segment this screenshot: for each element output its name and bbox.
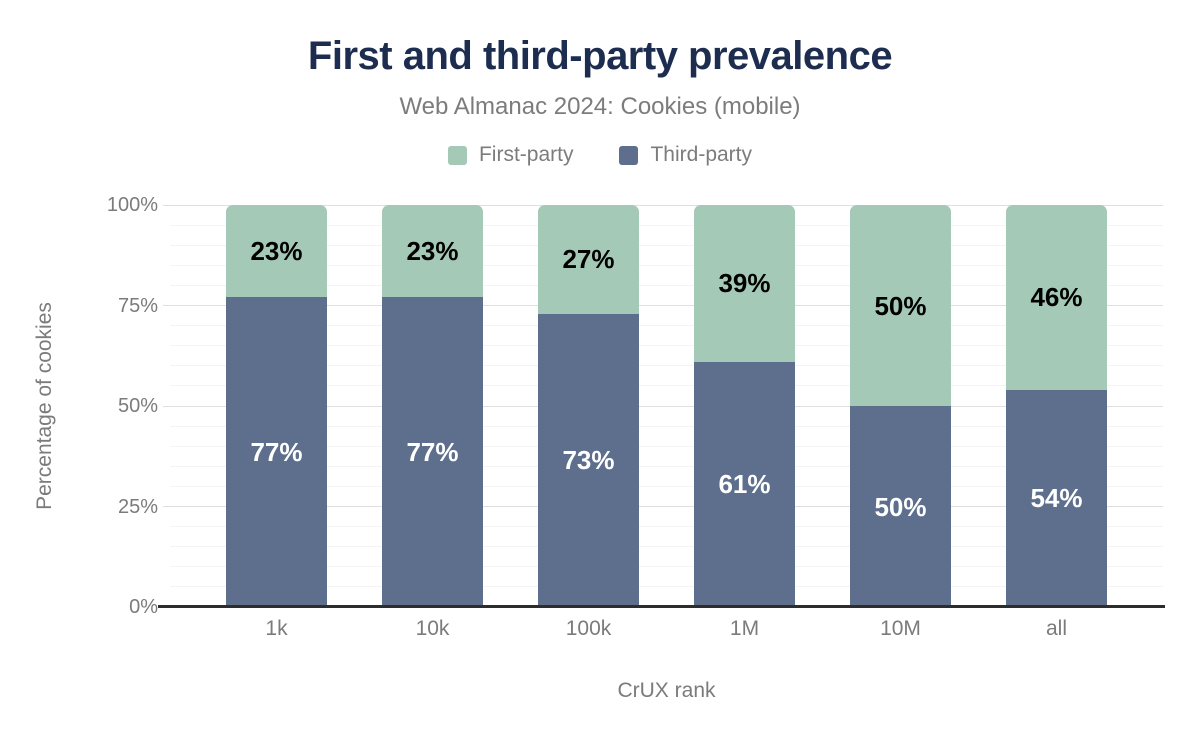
chart-subtitle: Web Almanac 2024: Cookies (mobile) [399,93,801,120]
x-tick-label-10m: 10M [880,617,921,640]
y-tick-label-25: 25% [117,495,158,518]
minor-gridline [170,526,1163,528]
x-tick-label-100k: 100k [565,617,612,640]
x-tick-label-1k: 1k [265,617,288,640]
segment-third-party-all: 54% [1006,389,1107,607]
minor-gridline [170,425,1163,427]
x-tick-label-1m: 1M [729,617,760,640]
minor-gridline [170,244,1163,246]
y-tick-label-100: 100% [106,194,158,216]
segment-value-label: 54% [1030,483,1083,514]
x-tick-labels: 1k 10k 100k 1M 10M all [170,617,1163,641]
segment-value-label: 77% [406,437,459,468]
x-axis-title: CrUX rank [617,679,716,702]
gridlines [163,204,1163,607]
bar-all: 46% 54% [1006,205,1107,607]
segment-third-party-10m: 50% [850,406,951,607]
segment-value-label: 50% [874,491,927,522]
segment-third-party-10k: 77% [382,297,483,607]
segment-first-party-10k: 23% [382,205,483,298]
y-tick-label-75: 75% [117,294,158,317]
minor-gridline [170,566,1163,568]
legend-label: First-party [478,143,574,166]
segment-value-label: 50% [874,290,927,321]
segment-first-party-100k: 27% [538,205,639,314]
plot-area: 23% 77% 23% 77% 27% 73% 39% 61% 50% 50% 46% 54% [163,204,1163,607]
minor-gridline [170,445,1163,447]
bar-10m: 50% 50% [850,205,951,607]
y-tick-label-0: 0% [129,596,158,618]
y-tick-label-50: 50% [117,395,158,417]
major-gridline [163,405,1163,407]
segment-third-party-100k: 73% [538,313,639,607]
bar-10k: 23% 77% [382,205,483,607]
segment-value-label: 27% [562,244,615,275]
legend-swatch-icon [447,145,467,165]
minor-gridline [170,365,1163,367]
legend-item-third-party: Third-party [619,143,752,167]
segment-value-label: 46% [1030,282,1083,313]
segment-value-label: 77% [250,437,303,468]
minor-gridline [170,465,1163,467]
minor-gridline [170,284,1163,286]
segment-value-label: 73% [562,445,615,476]
segment-third-party-1m: 61% [694,361,795,607]
legend-item-first-party: First-party [447,143,574,167]
legend-label: Third-party [650,143,753,166]
legend: First-party Third-party [0,143,1200,167]
bar-100k: 27% 73% [538,205,639,607]
major-gridline [163,204,1163,206]
bar-1m: 39% 61% [694,205,795,607]
x-tick-label-10k: 10k [415,617,450,640]
minor-gridline [170,385,1163,387]
bars-container: 23% 77% 23% 77% 27% 73% 39% 61% 50% 50% 46% 54% [170,205,1163,607]
chart-title: First and third-party prevalence [307,34,893,78]
legend-swatch-icon [619,145,639,165]
major-gridline [163,506,1163,507]
minor-gridline [170,485,1163,487]
segment-first-party-1k: 23% [226,205,327,298]
minor-gridline [170,345,1163,347]
x-tick-label-all: all [1045,617,1067,640]
minor-gridline [170,264,1163,266]
major-gridline [163,305,1163,306]
minor-gridline [170,224,1163,226]
minor-gridline [170,325,1163,327]
bar-1k: 23% 77% [226,205,327,607]
segment-value-label: 23% [406,236,459,267]
minor-gridline [170,546,1163,548]
segment-value-label: 39% [718,268,771,299]
segment-first-party-all: 46% [1006,205,1107,390]
segment-third-party-1k: 77% [226,297,327,607]
segment-first-party-10m: 50% [850,205,951,406]
segment-first-party-1m: 39% [694,205,795,362]
segment-value-label: 23% [250,236,303,267]
minor-gridline [170,586,1163,588]
x-axis-line [158,605,1165,608]
segment-value-label: 61% [718,469,771,500]
